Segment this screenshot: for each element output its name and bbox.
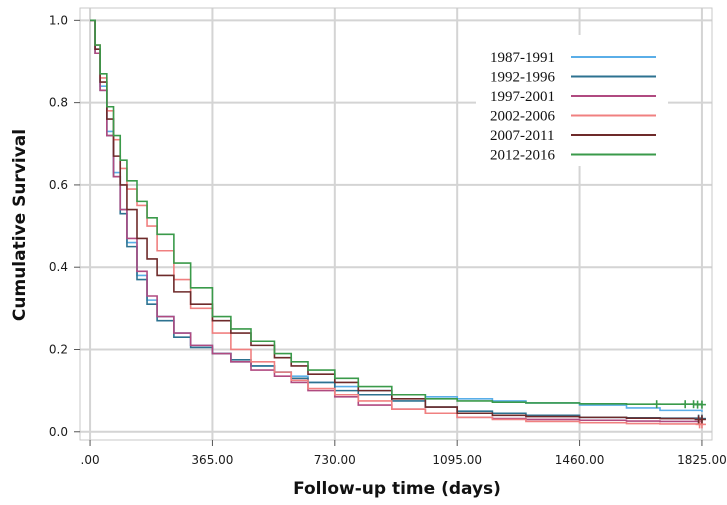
legend-label: 2012-2016: [490, 148, 555, 164]
x-tick-label: 730.00: [314, 453, 356, 467]
legend-label: 2007-2011: [490, 128, 554, 144]
legend-label: 1992-1996: [490, 70, 555, 86]
y-tick-label: 1.0: [49, 13, 68, 27]
x-tick-label: 1825.00: [677, 453, 727, 467]
series-line-2012-2016: [90, 19, 703, 406]
censor-mark: [681, 400, 690, 409]
censor-mark: [697, 400, 706, 409]
y-tick-label: 0.4: [49, 260, 68, 274]
legend-label: 1987-1991: [490, 50, 555, 66]
legend: 1987-1991 1992-1996 1997-2001 2002-2006 2007…: [476, 35, 668, 166]
legend-label: 2002-2006: [490, 109, 555, 125]
x-axis: .00 365.00 730.00 1095.00 1460.00 1825.00: [81, 440, 727, 467]
x-tick-label: 365.00: [191, 453, 233, 467]
censor-marks: [652, 400, 706, 429]
y-axis: 0.0 0.2 0.4 0.6 0.8 1.0: [49, 13, 80, 439]
censor-mark: [697, 415, 706, 424]
x-axis-title: Follow-up time (days): [293, 479, 501, 499]
y-axis-title: Cumulative Survival: [10, 129, 30, 321]
x-tick-label: 1460.00: [555, 453, 605, 467]
series-line-2007-2011: [90, 19, 703, 420]
censor-mark: [652, 400, 661, 409]
x-tick-label: .00: [81, 453, 100, 467]
y-tick-label: 0.2: [49, 342, 68, 356]
legend-label: 1997-2001: [490, 89, 555, 105]
y-tick-label: 0.0: [49, 425, 68, 439]
y-tick-label: 0.6: [49, 178, 68, 192]
x-tick-label: 1095.00: [432, 453, 482, 467]
series-lines: [90, 19, 703, 425]
y-tick-label: 0.8: [49, 96, 68, 110]
plot-area: [79, 7, 713, 441]
